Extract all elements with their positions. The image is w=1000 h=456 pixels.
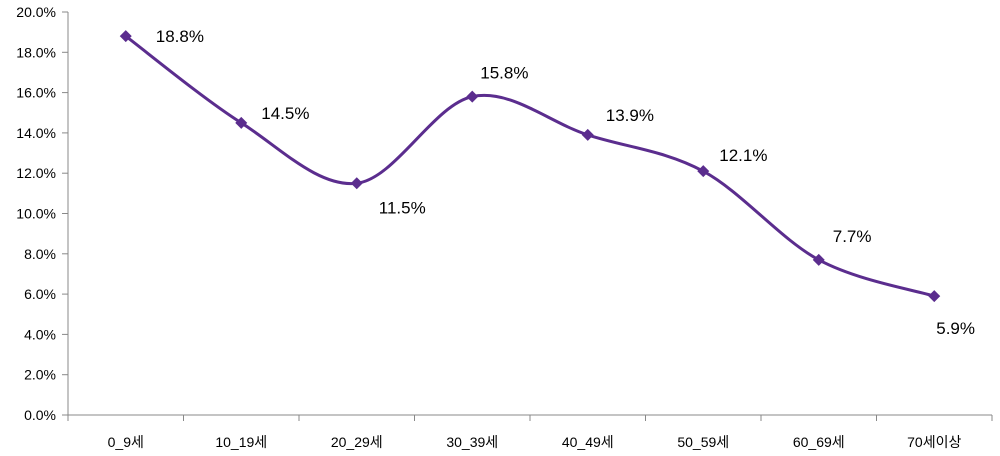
x-tick-label: 70세이상: [907, 434, 961, 450]
data-point-marker: [812, 253, 825, 266]
data-label: 18.8%: [156, 27, 204, 46]
y-tick-label: 4.0%: [24, 326, 56, 342]
data-point-marker: [119, 30, 132, 43]
data-point-marker: [235, 116, 248, 129]
x-tick-label: 50_59세: [677, 434, 729, 450]
y-tick-label: 8.0%: [24, 246, 56, 262]
y-tick-label: 0.0%: [24, 407, 56, 423]
y-tick-label: 10.0%: [16, 206, 56, 222]
y-tick-label: 14.0%: [16, 125, 56, 141]
y-tick-label: 12.0%: [16, 165, 56, 181]
x-tick-label: 40_49세: [562, 434, 614, 450]
series-line: [124, 34, 935, 298]
data-point-marker: [928, 290, 941, 303]
data-label: 5.9%: [936, 319, 975, 338]
data-label: 11.5%: [379, 198, 426, 217]
data-point-marker: [350, 177, 363, 190]
y-tick-label: 18.0%: [16, 44, 56, 60]
x-tick-label: 10_19세: [215, 434, 267, 450]
axes: [67, 12, 992, 416]
data-point-marker: [697, 165, 710, 178]
x-tick-label: 20_29세: [331, 434, 383, 450]
y-tick-label: 16.0%: [16, 85, 56, 101]
x-tick-label: 0_9세: [108, 434, 144, 450]
y-tick-label: 6.0%: [24, 286, 56, 302]
y-tick-label: 20.0%: [16, 4, 56, 20]
y-tick-label: 2.0%: [24, 367, 56, 383]
data-label: 12.1%: [719, 146, 767, 165]
data-label: 7.7%: [833, 227, 872, 246]
data-label: 15.8%: [480, 64, 528, 83]
y-axis-ticks: 0.0% 2.0% 4.0% 6.0% 8.0% 10.0% 12.0% 14.0% 16.0%…: [16, 4, 68, 423]
x-axis-ticks: 0_9세 10_19세 20_29세 30_39세 40_49세 50_59세 60_69세…: [67, 415, 993, 450]
data-label: 13.9%: [606, 106, 654, 125]
data-label: 14.5%: [261, 104, 309, 123]
data-labels: 18.8% 14.5% 11.5% 15.8% 13.9% 12.1% 7.7% 5.9%: [156, 27, 975, 338]
data-point-marker: [581, 128, 594, 141]
x-tick-label: 60_69세: [793, 434, 845, 450]
data-point-marker: [466, 90, 479, 103]
series-markers: [119, 30, 941, 303]
x-tick-label: 30_39세: [446, 434, 498, 450]
